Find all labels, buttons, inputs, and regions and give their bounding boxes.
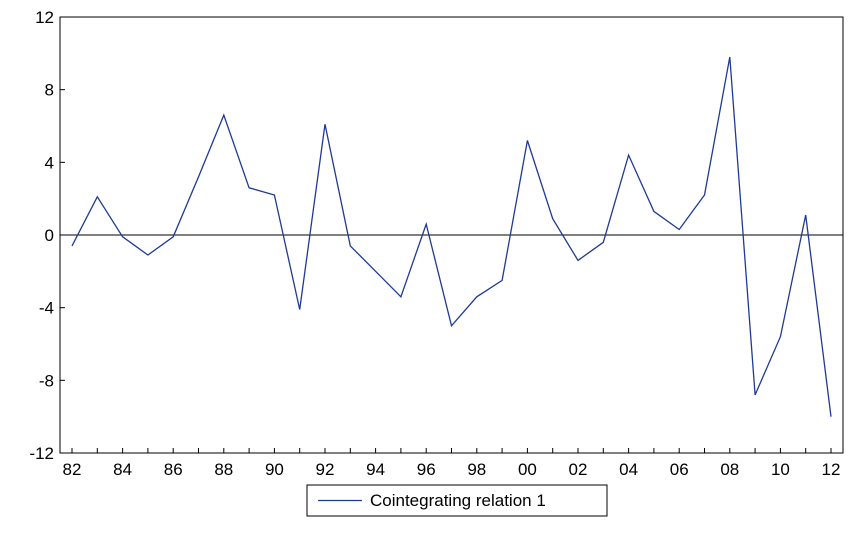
legend: Cointegrating relation 1	[306, 484, 608, 517]
y-tick-label: 0	[45, 226, 54, 245]
x-tick-label: 84	[113, 460, 132, 479]
y-tick-label: 12	[35, 8, 54, 27]
x-tick-label: 92	[316, 460, 335, 479]
x-tick-label: 12	[822, 460, 841, 479]
x-tick-label: 96	[417, 460, 436, 479]
y-tick-label: 8	[45, 81, 54, 100]
x-tick-label: 10	[771, 460, 790, 479]
y-axis: 12 8 4 0 -4 -8 -12	[29, 8, 65, 463]
y-tick-label: -12	[29, 444, 54, 463]
x-tick-label: 86	[164, 460, 183, 479]
x-tick-label: 02	[569, 460, 588, 479]
x-tick-label: 90	[265, 460, 284, 479]
x-tick-label: 08	[720, 460, 739, 479]
legend-label: Cointegrating relation 1	[370, 491, 546, 510]
x-tick-label: 06	[670, 460, 689, 479]
y-tick-label: -8	[39, 371, 54, 390]
x-tick-label: 04	[619, 460, 638, 479]
x-tick-label: 88	[214, 460, 233, 479]
x-tick-label: 82	[63, 460, 82, 479]
series-line-cointegrating-relation-1	[71, 56, 832, 417]
y-tick-label: 4	[45, 153, 54, 172]
x-tick-label: 94	[366, 460, 385, 479]
y-tick-label: -4	[39, 299, 54, 318]
x-tick-label: 00	[518, 460, 537, 479]
x-axis: 82 84 86 88 90 92 94 96 98 00 02 04 06 08 10 12	[63, 448, 841, 479]
x-tick-label: 98	[467, 460, 486, 479]
